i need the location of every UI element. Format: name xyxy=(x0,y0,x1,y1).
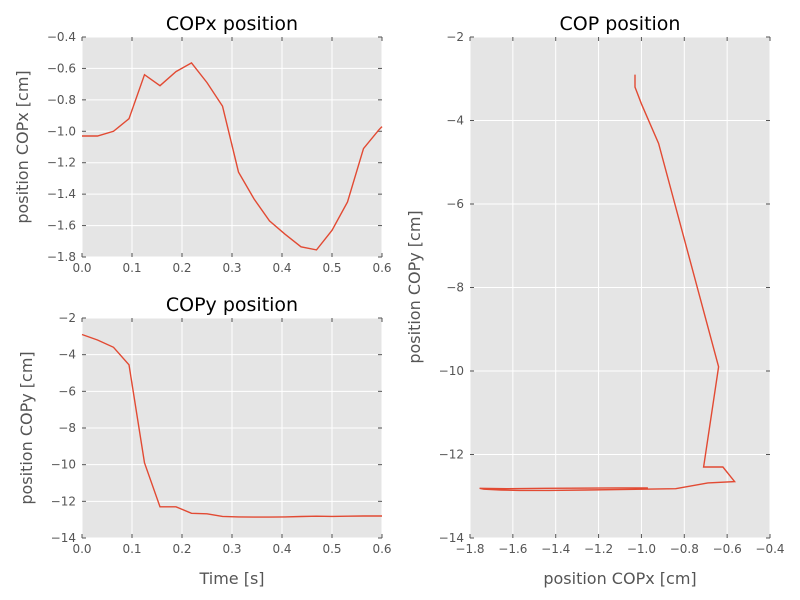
x-tick-label: −0.4 xyxy=(755,542,784,556)
y-tick-label: −10 xyxy=(439,364,464,378)
x-tick-label: 0.1 xyxy=(122,542,141,556)
x-tick-label: −1.0 xyxy=(627,542,656,556)
y-tick-label: −8 xyxy=(446,281,464,295)
series-line xyxy=(82,61,383,251)
x-tick-label: 0.0 xyxy=(72,542,91,556)
tick-marks xyxy=(81,36,383,258)
y-tick-label: −1.4 xyxy=(47,187,76,201)
y-tick-label: −10 xyxy=(51,458,76,472)
x-tick-label: 0.4 xyxy=(272,542,291,556)
chart-title: COPy position xyxy=(166,294,298,316)
series-line xyxy=(81,333,382,518)
chart-title: COP position xyxy=(560,13,681,35)
y-axis-label: position COPy [cm] xyxy=(17,351,36,504)
x-tick-label: −1.4 xyxy=(541,542,570,556)
tick-marks xyxy=(81,317,383,539)
y-tick-label: −12 xyxy=(439,448,464,462)
y-tick-label: −8 xyxy=(58,421,76,435)
x-tick-label: 0.0 xyxy=(72,261,91,275)
y-tick-label: −6 xyxy=(58,384,76,398)
y-axis-label: position COPx [cm] xyxy=(13,70,32,223)
y-tick-label: −1.2 xyxy=(47,156,76,170)
x-tick-labels: 0.0 0.1 0.2 0.3 0.4 0.5 0.6 xyxy=(72,261,391,275)
x-axis-label: position COPx [cm] xyxy=(543,569,696,588)
y-tick-label: −2 xyxy=(446,30,464,44)
chart-title: COPx position xyxy=(166,13,298,35)
y-tick-label: −0.4 xyxy=(47,30,76,44)
x-tick-label: −1.2 xyxy=(584,542,613,556)
y-tick-label: −14 xyxy=(51,531,76,545)
x-tick-label: 0.1 xyxy=(122,261,141,275)
x-tick-labels: 0.0 0.1 0.2 0.3 0.4 0.5 0.6 xyxy=(72,542,391,556)
y-tick-labels: −1.8 −1.6 −1.4 −1.2 −1.0 −0.8 −0.6 −0.4 xyxy=(47,30,76,264)
x-tick-label: 0.4 xyxy=(272,261,291,275)
x-axis-label: Time [s] xyxy=(198,569,264,588)
x-tick-label: 0.3 xyxy=(222,261,241,275)
chart-copy-position: 0.0 0.1 0.2 0.3 0.4 0.5 0.6 −14−12−10−8−6−4−2 … xyxy=(17,294,392,588)
y-tick-label: −4 xyxy=(58,348,76,362)
y-tick-labels: −14 −12 −10 −8 −6 −4 −2 xyxy=(439,30,464,545)
y-axis-label: position COPy [cm] xyxy=(405,210,424,363)
y-tick-label: −0.6 xyxy=(47,61,76,75)
x-tick-label: 0.2 xyxy=(172,261,191,275)
y-tick-label: −1.6 xyxy=(47,219,76,233)
x-tick-label: 0.3 xyxy=(222,542,241,556)
y-tick-label: −14 xyxy=(439,531,464,545)
y-tick-label: −1.8 xyxy=(47,250,76,264)
y-tick-label: −12 xyxy=(51,494,76,508)
y-tick-label: −4 xyxy=(446,114,464,128)
x-tick-label: 0.2 xyxy=(172,542,191,556)
chart-cop-position: −1.8 −1.6 −1.4 −1.2 −1.0 −0.8 −0.6 −0.4 −14−12−… xyxy=(405,13,785,588)
x-tick-label: 0.5 xyxy=(322,261,341,275)
x-tick-label: 0.6 xyxy=(372,261,391,275)
y-tick-labels: −14 −12 −10 −8 −6 −4 −2 xyxy=(51,311,76,545)
x-tick-label: −0.6 xyxy=(713,542,742,556)
y-tick-label: −2 xyxy=(58,311,76,325)
chart-copx-position: 0.0 0.1 0.2 0.3 0.4 0.5 0.6 −1.8−1.6−1.4−1.2−1… xyxy=(13,13,392,275)
y-tick-label: −1.0 xyxy=(47,124,76,138)
x-tick-labels: −1.8 −1.6 −1.4 −1.2 −1.0 −0.8 −0.6 −0.4 xyxy=(455,542,784,556)
x-tick-label: 0.6 xyxy=(372,542,391,556)
x-tick-label: −1.8 xyxy=(455,542,484,556)
y-tick-label: −0.8 xyxy=(47,93,76,107)
x-tick-label: 0.5 xyxy=(322,542,341,556)
tick-marks xyxy=(469,36,771,539)
x-tick-label: −0.8 xyxy=(670,542,699,556)
y-tick-label: −6 xyxy=(446,197,464,211)
x-tick-label: −1.6 xyxy=(498,542,527,556)
series-line xyxy=(479,74,737,492)
